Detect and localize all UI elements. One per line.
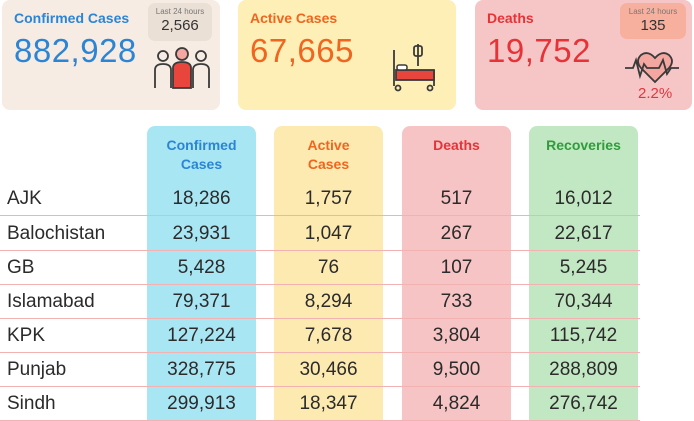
recoveries-column-header: Recoveries: [546, 137, 621, 153]
confirmed-header-line1: Confirmed: [166, 137, 237, 153]
recoveries-cell: 22,617: [554, 223, 613, 244]
deaths-cell: 4,824: [432, 393, 481, 414]
recoveries-column-bg: [529, 126, 638, 421]
region-name: Islamabad: [7, 291, 95, 312]
confirmed-cell: 79,371: [172, 291, 231, 312]
recoveries-cell: 5,245: [559, 257, 608, 278]
people-icon: [154, 47, 210, 89]
confirmed-cell: 299,913: [167, 393, 236, 414]
heartbeat-icon: [625, 52, 679, 84]
active-cell: 8,294: [304, 291, 353, 312]
confirmed-cell: 23,931: [172, 223, 231, 244]
recoveries-cell: 70,344: [554, 291, 613, 312]
region-name: KPK: [7, 325, 46, 346]
confirmed-cases-value: 882,928: [14, 32, 137, 69]
active-cell: 1,757: [304, 188, 353, 209]
active-header-line1: Active: [307, 137, 350, 153]
deaths-percent: 2.2%: [638, 85, 673, 102]
active-header-line2: Cases: [307, 156, 350, 172]
active-column-header: Active Cases: [274, 136, 383, 174]
confirmed-last24-label: Last 24 hours: [155, 7, 205, 16]
region-name: Balochistan: [7, 223, 106, 244]
deaths-value: 19,752: [487, 32, 591, 69]
recoveries-cell: 115,742: [549, 325, 618, 346]
confirmed-cases-card: Confirmed Cases 882,928 Last 24 hours 2,…: [2, 0, 220, 110]
table-row: Islamabad 79,371 8,294 733 70,344: [0, 284, 640, 319]
active-cell: 30,466: [299, 359, 358, 380]
deaths-column-header: Deaths: [433, 137, 480, 153]
recoveries-cell: 288,809: [549, 359, 618, 380]
deaths-cell: 3,804: [432, 325, 481, 346]
confirmed-last24-badge: Last 24 hours 2,566: [148, 3, 212, 41]
deaths-last24-badge: Last 24 hours 135: [620, 3, 686, 39]
hospital-bed-icon: [393, 44, 435, 92]
active-cases-title: Active Cases: [250, 10, 338, 26]
deaths-cell: 107: [440, 257, 473, 278]
deaths-card: Deaths 19,752 Last 24 hours 135 2.2%: [475, 0, 692, 110]
table-row: Punjab 328,775 30,466 9,500 288,809: [0, 352, 640, 387]
deaths-column-bg: [402, 126, 511, 421]
active-cases-value: 67,665: [250, 32, 354, 69]
deaths-cell: 517: [440, 188, 473, 209]
deaths-cell: 733: [440, 291, 473, 312]
active-cases-card: Active Cases 67,665: [238, 0, 456, 110]
active-cell: 1,047: [304, 223, 353, 244]
active-cell: 7,678: [304, 325, 353, 346]
confirmed-cell: 18,286: [172, 188, 231, 209]
table-row: KPK 127,224 7,678 3,804 115,742: [0, 318, 640, 353]
active-cell: 76: [317, 257, 340, 278]
confirmed-last24-value: 2,566: [161, 17, 199, 34]
region-name: Punjab: [7, 359, 67, 380]
region-name: Sindh: [7, 393, 56, 414]
table-row: Balochistan 23,931 1,047 267 22,617: [0, 216, 640, 251]
table-row: GB 5,428 76 107 5,245: [0, 250, 640, 285]
confirmed-column-header: Confirmed Cases: [147, 136, 256, 174]
confirmed-header-line2: Cases: [180, 156, 223, 172]
confirmed-cell: 127,224: [167, 325, 236, 346]
table-row: Sindh 299,913 18,347 4,824 276,742: [0, 386, 640, 421]
deaths-cell: 9,500: [432, 359, 481, 380]
confirmed-cell: 328,775: [167, 359, 236, 380]
active-column-bg: [274, 126, 383, 421]
deaths-title: Deaths: [487, 10, 534, 26]
confirmed-cell: 5,428: [177, 257, 226, 278]
active-cell: 18,347: [299, 393, 358, 414]
region-name: AJK: [7, 188, 42, 209]
confirmed-column-bg: [147, 126, 256, 421]
deaths-cell: 267: [440, 223, 473, 244]
table-row: AJK 18,286 1,757 517 16,012: [0, 181, 640, 216]
confirmed-cases-title: Confirmed Cases: [14, 10, 130, 26]
deaths-last24-value: 135: [640, 17, 666, 34]
recoveries-cell: 276,742: [549, 393, 618, 414]
deaths-last24-label: Last 24 hours: [628, 7, 678, 16]
recoveries-cell: 16,012: [554, 188, 613, 209]
region-name: GB: [7, 257, 35, 278]
